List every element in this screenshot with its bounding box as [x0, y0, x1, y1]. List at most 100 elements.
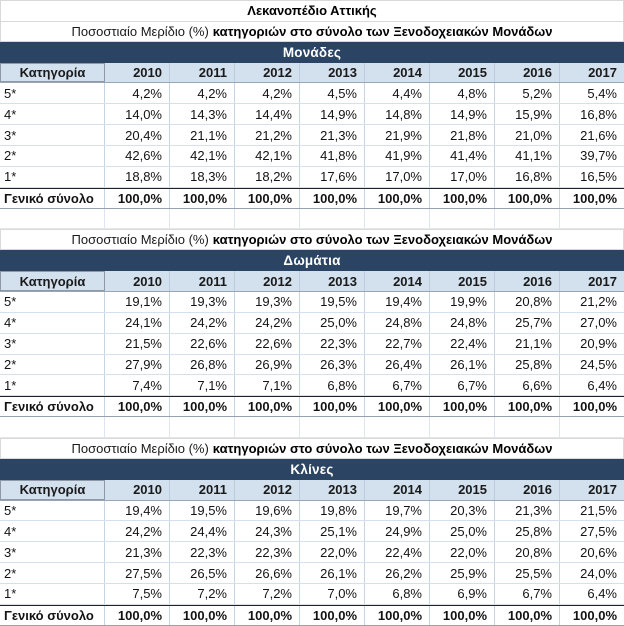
- value-cell: 27,5%: [580, 523, 617, 539]
- table-row: 5* 4,2% 4,2% 4,2% 4,5% 4,4% 4,8% 5,2% 5,4%: [0, 83, 624, 105]
- value-cell: 100,0%: [300, 605, 365, 625]
- value-cell: 21,2%: [235, 125, 300, 146]
- category-cell: 4*: [0, 104, 105, 125]
- table-row: 4* 24,2% 24,4% 24,3% 25,1% 24,9% 25,0% 25,8% 27,…: [0, 521, 624, 543]
- value-cell: 100,0%: [235, 605, 300, 625]
- value-cell: 19,9%: [430, 292, 495, 312]
- value-cell: 21,9%: [365, 125, 430, 146]
- value-cell: 16,8%: [495, 166, 560, 187]
- value-cell: 22,4%: [365, 542, 430, 563]
- value-cell: 24,2%: [235, 312, 300, 333]
- value-cell: 21,6%: [580, 127, 617, 143]
- table-row: 1* 18,8% 18,3% 18,2% 17,6% 17,0% 17,0% 16,8% 16,…: [0, 166, 624, 188]
- category-column-header: Κατηγορία: [0, 479, 105, 500]
- value-cell: 25,0%: [300, 312, 365, 333]
- value-cell: 4,2%: [170, 83, 235, 104]
- value-cell: 7,5%: [105, 584, 170, 604]
- value-cell: 6,4%: [587, 586, 617, 602]
- category-cell: 5*: [0, 500, 105, 521]
- value-cell: 19,6%: [235, 500, 300, 521]
- subtitle-regular-text: Ποσοστιαίο Μερίδιο (%): [71, 23, 209, 39]
- year-column-header: 2014: [365, 479, 430, 500]
- total-row: Γενικό σύνολο 100,0% 100,0% 100,0% 100,0% 100…: [0, 396, 624, 418]
- column-header-row: Κατηγορία 2010 2011 2012 2013 2014 2015 …: [0, 271, 624, 293]
- year-column-header: 2017: [588, 482, 617, 498]
- value-cell: 100,0%: [365, 605, 430, 625]
- column-header-row: Κατηγορία 2010 2011 2012 2013 2014 2015 …: [0, 479, 624, 501]
- value-cell: 17,0%: [430, 166, 495, 187]
- value-cell: 24,5%: [580, 357, 617, 373]
- value-cell: 25,9%: [430, 563, 495, 584]
- value-cell: 19,3%: [170, 292, 235, 312]
- category-cell: 5*: [0, 292, 105, 312]
- value-cell: 16,5%: [580, 169, 617, 185]
- value-cell: 100,0%: [365, 188, 430, 208]
- year-column-header: 2014: [365, 62, 430, 83]
- value-cell: 100,0%: [300, 188, 365, 208]
- category-cell: 4*: [0, 312, 105, 333]
- table-row: 3* 21,3% 22,3% 22,3% 22,0% 22,4% 22,0% 20,8% 20,…: [0, 542, 624, 564]
- value-cell: 14,4%: [235, 104, 300, 125]
- value-cell: 24,0%: [580, 565, 617, 581]
- value-cell: 4,2%: [105, 83, 170, 104]
- year-column-header: 2011: [170, 62, 235, 83]
- value-cell: 19,4%: [365, 292, 430, 312]
- value-cell: 100,0%: [170, 188, 235, 208]
- value-cell: 14,8%: [365, 104, 430, 125]
- subtitle-bold-text: κατηγοριών στο σύνολο των Ξενοδοχειακών …: [212, 440, 553, 456]
- value-cell: 6,9%: [430, 584, 495, 604]
- value-cell: 20,8%: [495, 292, 560, 312]
- value-cell: 42,1%: [235, 146, 300, 166]
- value-cell: 100,0%: [105, 188, 170, 208]
- value-cell: 7,1%: [235, 375, 300, 396]
- value-cell: 14,3%: [170, 104, 235, 125]
- year-column-header: 2016: [495, 62, 560, 83]
- year-column-header: 2016: [495, 271, 560, 292]
- value-cell: 26,5%: [170, 563, 235, 584]
- value-cell: 16,8%: [580, 106, 617, 122]
- subtitle-regular-text: Ποσοστιαίο Μερίδιο (%): [71, 440, 209, 456]
- value-cell: 41,8%: [300, 146, 365, 166]
- year-column-header: 2015: [430, 62, 495, 83]
- year-column-header: 2013: [300, 271, 365, 292]
- subtitle-bold-text: κατηγοριών στο σύνολο των Ξενοδοχειακών …: [212, 23, 553, 39]
- value-cell: 24,2%: [105, 521, 170, 542]
- value-cell: 4,5%: [300, 83, 365, 104]
- category-cell: 1*: [0, 166, 105, 187]
- value-cell: 22,0%: [300, 542, 365, 563]
- value-cell: 6,7%: [495, 584, 560, 604]
- value-cell: 18,8%: [105, 166, 170, 187]
- category-cell: 4*: [0, 521, 105, 542]
- value-cell: 20,9%: [580, 336, 617, 352]
- value-cell: 100,0%: [170, 605, 235, 625]
- value-cell: 4,2%: [235, 83, 300, 104]
- value-cell: 21,2%: [580, 294, 617, 310]
- table-title-band-rooms: Δωμάτια: [0, 250, 624, 272]
- year-column-header: 2013: [300, 479, 365, 500]
- year-column-header: 2010: [105, 271, 170, 292]
- year-column-header: 2016: [495, 479, 560, 500]
- value-cell: 39,7%: [580, 148, 617, 164]
- value-cell: 19,5%: [300, 292, 365, 312]
- category-cell: 2*: [0, 146, 105, 166]
- year-column-header: 2015: [430, 479, 495, 500]
- value-cell: 42,6%: [105, 146, 170, 166]
- value-cell: 22,6%: [235, 333, 300, 354]
- year-column-header: 2012: [235, 271, 300, 292]
- value-cell: 22,3%: [300, 333, 365, 354]
- value-cell: 100,0%: [105, 397, 170, 417]
- value-cell: 21,8%: [430, 125, 495, 146]
- value-cell: 22,0%: [430, 542, 495, 563]
- value-cell: 21,1%: [170, 125, 235, 146]
- year-column-header: 2012: [235, 479, 300, 500]
- table-row: 2* 42,6% 42,1% 42,1% 41,8% 41,9% 41,4% 41,1% 39,…: [0, 146, 624, 167]
- category-cell: 3*: [0, 333, 105, 354]
- year-column-header: 2017: [588, 65, 617, 80]
- value-cell: 100,0%: [495, 188, 560, 208]
- value-cell: 21,5%: [105, 333, 170, 354]
- value-cell: 19,7%: [365, 500, 430, 521]
- table-subtitle: Ποσοστιαίο Μερίδιο (%) κατηγοριών στο σύν…: [0, 229, 624, 251]
- category-cell: 1*: [0, 375, 105, 396]
- value-cell: 6,8%: [300, 375, 365, 396]
